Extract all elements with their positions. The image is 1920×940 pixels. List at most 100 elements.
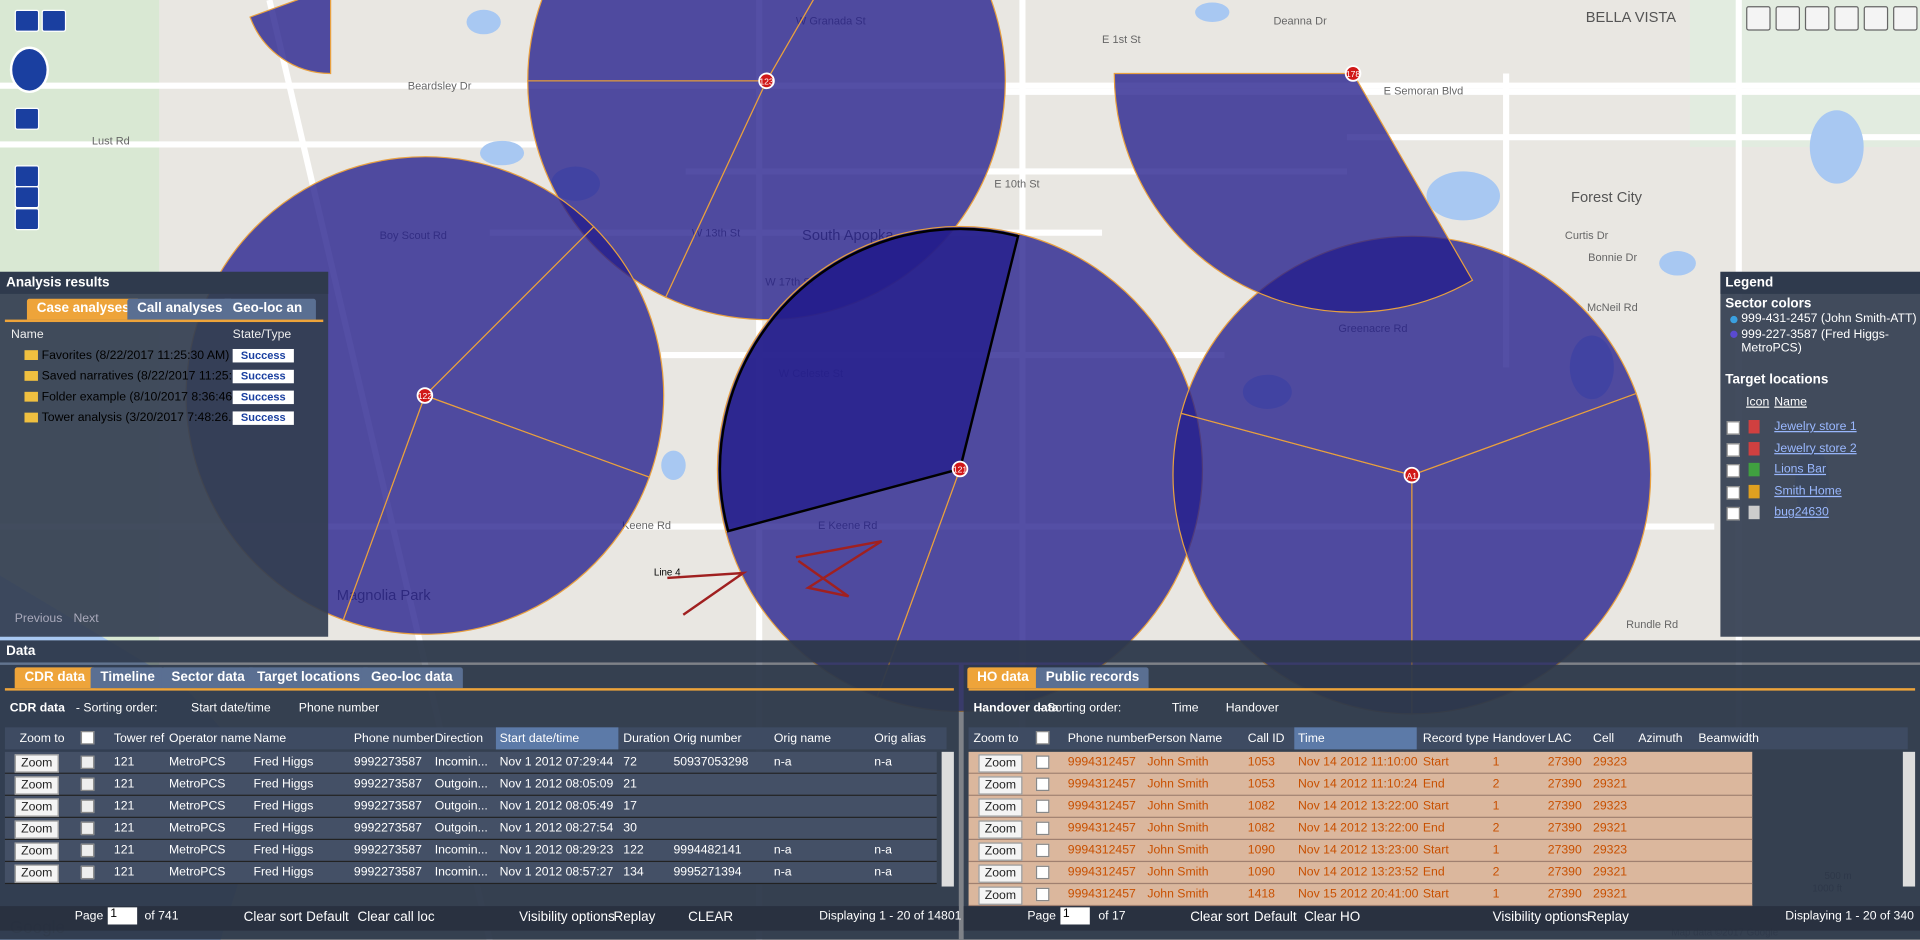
- checkbox[interactable]: [80, 821, 95, 836]
- col-header[interactable]: Orig name: [773, 732, 832, 746]
- checkbox[interactable]: [1726, 506, 1740, 521]
- pager-link[interactable]: Clear HO: [1304, 909, 1361, 925]
- draw-tool[interactable]: [1834, 6, 1859, 31]
- tool-icon[interactable]: [14, 186, 40, 209]
- col-header[interactable]: Person Name: [1147, 732, 1223, 746]
- tool-icon[interactable]: [14, 9, 40, 32]
- tab[interactable]: Call analyses: [127, 298, 233, 320]
- target-link[interactable]: Jewelry store 1: [1774, 420, 1857, 434]
- zoom-button[interactable]: Zoom: [14, 820, 59, 839]
- draw-tool[interactable]: [1746, 6, 1771, 31]
- target-link[interactable]: Smith Home: [1774, 484, 1842, 498]
- row-name[interactable]: Favorites (8/22/2017 11:25:30 AM): [41, 348, 230, 363]
- pager-link[interactable]: Replay: [613, 909, 656, 925]
- tab[interactable]: CDR data: [14, 667, 95, 689]
- col-header[interactable]: Azimuth: [1638, 732, 1683, 746]
- col-header[interactable]: Call ID: [1247, 732, 1285, 746]
- target-link[interactable]: bug24630: [1774, 505, 1829, 520]
- tab[interactable]: Timeline: [90, 667, 165, 689]
- sort-key[interactable]: Phone number: [298, 701, 380, 716]
- draw-tool[interactable]: [1775, 6, 1800, 31]
- row-name[interactable]: Saved narratives (8/22/2017 11:25:...: [41, 369, 243, 384]
- checkbox[interactable]: [1726, 442, 1740, 457]
- zoom-button[interactable]: Zoom: [978, 776, 1023, 795]
- col-header[interactable]: Beamwidth: [1698, 732, 1759, 746]
- col-header[interactable]: Zoom to: [19, 732, 65, 746]
- checkbox[interactable]: [1726, 421, 1740, 435]
- col-header[interactable]: Zoom to: [973, 732, 1019, 746]
- checkbox[interactable]: [1035, 755, 1050, 769]
- row-name[interactable]: Tower analysis (3/20/2017 7:48:26...: [41, 411, 239, 425]
- draw-tool[interactable]: [1863, 6, 1889, 31]
- pager-link[interactable]: Visibility options: [519, 909, 615, 925]
- page-input[interactable]: 1: [1060, 907, 1090, 925]
- zoom-button[interactable]: Zoom: [14, 798, 59, 817]
- sort-key[interactable]: Start date/time: [191, 701, 271, 716]
- checkbox[interactable]: [1726, 464, 1740, 478]
- col-header[interactable]: Orig number: [673, 732, 742, 746]
- col-header[interactable]: Record type: [1422, 732, 1489, 746]
- tool-icon[interactable]: [14, 107, 40, 130]
- pager-link[interactable]: Default: [306, 909, 349, 925]
- col-header[interactable]: Direction: [434, 732, 484, 746]
- tab[interactable]: Target locations: [247, 667, 370, 689]
- zoom-button[interactable]: Zoom: [14, 864, 59, 883]
- col-header[interactable]: LAC: [1547, 732, 1572, 746]
- checkbox[interactable]: [1035, 821, 1050, 836]
- checkbox[interactable]: [1726, 485, 1740, 499]
- checkbox[interactable]: [1035, 887, 1050, 902]
- draw-tool[interactable]: [1893, 6, 1918, 31]
- tool-icon[interactable]: [14, 208, 40, 231]
- pager-link[interactable]: Previous: [14, 612, 63, 626]
- col-header[interactable]: Name: [253, 732, 287, 746]
- tab[interactable]: Geo-loc data: [361, 667, 463, 689]
- checkbox[interactable]: [1035, 799, 1050, 814]
- tab[interactable]: Geo-loc an: [222, 298, 316, 320]
- zoom-button[interactable]: Zoom: [14, 776, 59, 795]
- zoom-button[interactable]: Zoom: [978, 842, 1023, 861]
- tool-icon[interactable]: [41, 9, 67, 32]
- checkbox[interactable]: [80, 731, 95, 745]
- sort-key[interactable]: Time: [1171, 701, 1199, 716]
- col-header[interactable]: Phone number: [353, 732, 435, 746]
- checkbox[interactable]: [1035, 865, 1050, 880]
- tool-icon[interactable]: [14, 165, 40, 188]
- pan-control[interactable]: [9, 46, 49, 94]
- pager-link[interactable]: Visibility options: [1492, 909, 1589, 925]
- pager-link[interactable]: Default: [1253, 909, 1297, 925]
- zoom-button[interactable]: Zoom: [978, 886, 1023, 905]
- zoom-button[interactable]: Zoom: [978, 754, 1023, 773]
- checkbox[interactable]: [80, 777, 95, 792]
- col-header[interactable]: Phone number: [1067, 732, 1149, 746]
- tab[interactable]: HO data: [967, 667, 1039, 689]
- checkbox[interactable]: [80, 755, 95, 769]
- col-header[interactable]: Operator name: [168, 732, 252, 746]
- checkbox[interactable]: [80, 843, 95, 858]
- zoom-button[interactable]: Zoom: [978, 864, 1023, 883]
- sort-key[interactable]: Handover: [1225, 701, 1279, 716]
- checkbox[interactable]: [80, 799, 95, 814]
- target-link[interactable]: Jewelry store 2: [1774, 441, 1857, 455]
- zoom-button[interactable]: Zoom: [14, 754, 59, 773]
- row-name[interactable]: Folder example (8/10/2017 8:36:46...: [41, 390, 243, 405]
- page-input[interactable]: 1: [107, 907, 138, 925]
- target-link[interactable]: Lions Bar: [1774, 462, 1827, 477]
- zoom-button[interactable]: Zoom: [978, 798, 1023, 817]
- pager-link[interactable]: CLEAR: [688, 909, 734, 925]
- col-header[interactable]: Time: [1297, 732, 1325, 746]
- col-header[interactable]: Duration: [623, 732, 670, 746]
- checkbox[interactable]: [1035, 731, 1050, 745]
- pager-link[interactable]: Replay: [1586, 909, 1629, 925]
- tab[interactable]: Case analyses: [26, 298, 140, 320]
- col-header[interactable]: Tower ref: [113, 732, 165, 746]
- col-header[interactable]: Cell: [1593, 732, 1615, 746]
- pager-link[interactable]: Next: [73, 612, 99, 626]
- tab[interactable]: Sector data: [161, 667, 255, 689]
- col-header[interactable]: Handover: [1492, 732, 1546, 746]
- checkbox[interactable]: [1035, 843, 1050, 858]
- tab[interactable]: Public records: [1035, 667, 1150, 689]
- zoom-button[interactable]: Zoom: [14, 842, 59, 861]
- pager-link[interactable]: Clear call loc: [357, 909, 435, 925]
- checkbox[interactable]: [80, 865, 95, 880]
- pager-link[interactable]: Clear sort: [243, 909, 303, 925]
